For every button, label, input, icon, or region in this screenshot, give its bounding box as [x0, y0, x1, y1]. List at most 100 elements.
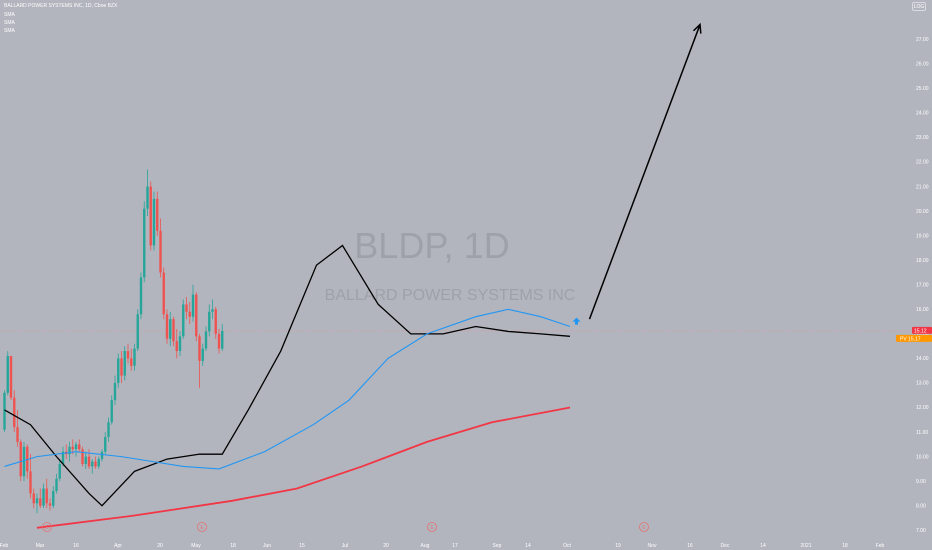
candle-body	[156, 198, 159, 231]
earnings-event-marker	[42, 522, 52, 532]
candle-body	[45, 488, 48, 504]
candle-body	[52, 490, 55, 506]
time-tick-label: 14	[525, 543, 531, 549]
price-tick-label: 12.00	[916, 405, 929, 411]
time-tick-label: Mar	[36, 543, 45, 549]
candle-body	[61, 451, 65, 464]
price-tick-label: 8.00	[916, 503, 926, 509]
price-tick-label: 16.00	[916, 307, 929, 313]
earnings-event-label: E	[45, 525, 49, 531]
projection-arrow-line	[588, 24, 701, 320]
time-tick-label: 20	[383, 543, 389, 549]
candle-body	[130, 358, 133, 366]
candle-body	[22, 446, 26, 477]
candle-body	[113, 382, 117, 401]
candle-body	[165, 314, 169, 339]
candle-body	[198, 336, 201, 361]
time-tick-label: 16	[687, 543, 693, 549]
price-tick-label: 25.00	[916, 86, 929, 92]
candle-body	[68, 446, 71, 455]
candle-body	[221, 330, 224, 349]
price-axis[interactable]: 7.00 8.00 9.00 10.00 11.00 12.00 13.00 14.00 15.…	[916, 37, 929, 534]
candle-body	[91, 461, 94, 467]
candle-body	[29, 471, 32, 494]
candles	[3, 169, 224, 514]
candle-body	[120, 358, 123, 376]
time-tick-label: 19	[615, 543, 621, 549]
time-tick-label: Jun	[263, 543, 271, 549]
indicator-label-1[interactable]: SMA	[4, 12, 15, 18]
candle-body	[48, 503, 52, 506]
candle-body	[35, 498, 39, 504]
time-tick-label: 17	[452, 543, 458, 549]
time-tick-label: Feb	[0, 543, 9, 549]
candle-body	[175, 341, 178, 352]
candle-body	[208, 311, 211, 332]
moving-averages	[4, 244, 571, 529]
indicator-label-2[interactable]: SMA	[4, 20, 15, 26]
candle-body	[139, 277, 143, 315]
candle-body	[152, 198, 156, 246]
candle-body	[149, 186, 152, 246]
candle-body	[107, 422, 110, 437]
price-tick-label: 13.00	[916, 381, 929, 387]
candle-body	[104, 436, 107, 452]
candle-body	[162, 272, 165, 315]
candle-body	[71, 446, 74, 450]
sma-line-2	[4, 308, 571, 470]
symbol-watermark: BLDP, 1D BALLARD POWER SYSTEMS INC	[325, 225, 576, 304]
candle-body	[123, 351, 126, 376]
price-tick-label: 21.00	[916, 184, 929, 190]
candle-body	[126, 351, 130, 359]
time-tick-label: May	[191, 543, 201, 549]
candle-body	[195, 294, 198, 337]
price-tick-label: 23.00	[916, 135, 929, 141]
prev-close-tag-label: PV 15.17	[900, 336, 921, 342]
time-tick-label: 2021	[800, 543, 811, 549]
last-price-tag	[912, 326, 932, 334]
price-tick-label: 17.00	[916, 282, 929, 288]
price-tick-label: 27.00	[916, 37, 929, 43]
candle-body	[201, 348, 204, 361]
candle-body	[6, 355, 9, 393]
candle-body	[19, 441, 22, 477]
indicator-label-3[interactable]: SMA	[4, 28, 15, 34]
price-tick-label: 18.00	[916, 258, 929, 264]
candle-body	[58, 463, 61, 479]
candle-body	[100, 451, 104, 460]
candle-body	[42, 488, 45, 506]
candle-body	[9, 355, 13, 398]
candle-body	[117, 358, 120, 383]
time-tick-label: 14	[760, 543, 766, 549]
earnings-event-label: E	[642, 525, 646, 531]
candle-body	[211, 309, 214, 312]
price-tick-label: 15.00	[916, 332, 929, 338]
candle-body	[169, 319, 172, 339]
watermark-symbol: BLDP, 1D	[354, 225, 509, 266]
time-tick-label: 20	[157, 543, 163, 549]
sma-line-1	[4, 244, 571, 507]
candle-body	[3, 392, 6, 430]
log-scale-button[interactable]: LOG	[912, 2, 926, 11]
watermark-name: BALLARD POWER SYSTEMS INC	[325, 287, 576, 304]
earnings-event-marker	[639, 522, 649, 532]
time-tick-label: Jul	[342, 543, 348, 549]
candle-body	[146, 186, 149, 209]
earnings-event-label: E	[430, 525, 434, 531]
candle-body	[214, 309, 217, 334]
candle-body	[204, 331, 208, 349]
price-tick-label: 20.00	[916, 209, 929, 215]
candle-body	[87, 456, 91, 467]
price-tick-label: 7.00	[916, 528, 926, 534]
candle-body	[81, 449, 84, 464]
candle-body	[16, 427, 19, 442]
time-tick-label: Sep	[493, 543, 502, 549]
time-axis[interactable]: Feb Mar 16 Apr 20 May 18 Jun 15 Jul 20 Aug 17 Sep 14 Oc…	[0, 543, 885, 549]
earnings-event-marker	[197, 522, 207, 532]
earnings-event-label: E	[200, 525, 204, 531]
candle-body	[55, 478, 58, 491]
chart-title: BALLARD POWER SYSTEMS INC, 1D, Cboe BZX	[4, 3, 118, 9]
candle-body	[143, 208, 146, 278]
